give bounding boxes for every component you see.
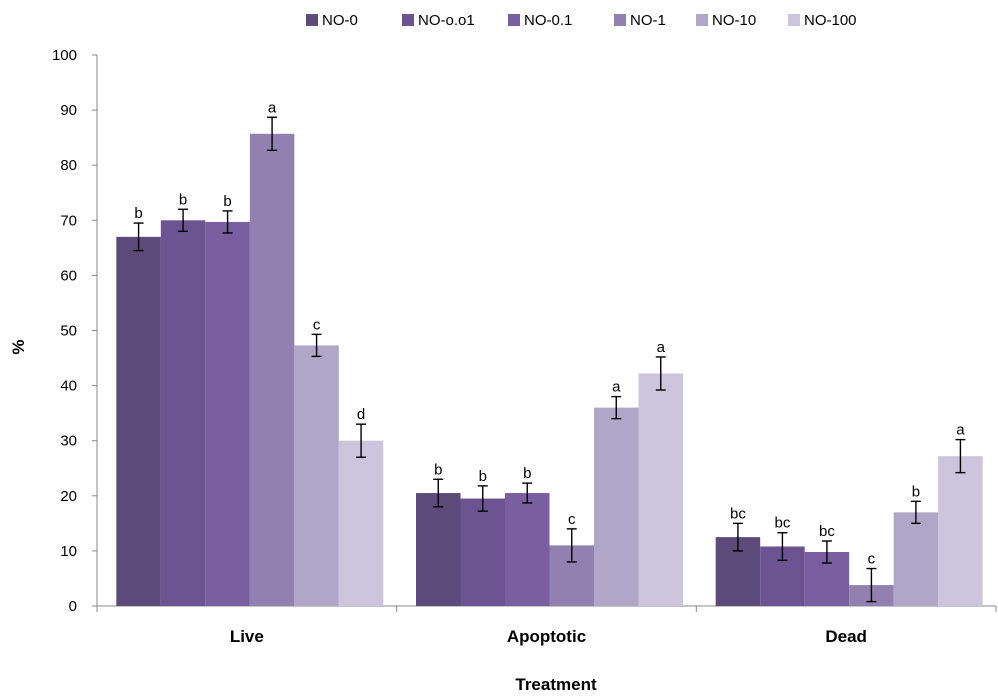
y-axis: 0 10 20 30 40 50 60 70 80 90 100 [52,47,98,615]
significance-label: a [612,379,621,396]
y-tick-label: 20 [60,488,77,505]
significance-label: bc [730,505,746,522]
y-tick-label: 50 [60,323,77,340]
y-tick-label: 10 [60,543,77,560]
legend-swatch [508,14,520,26]
y-tick-label: 80 [60,157,77,174]
significance-label: b [179,191,187,208]
legend-label: NO-10 [712,12,756,29]
y-axis-title: % [9,339,28,354]
y-tick-label: 30 [60,433,77,450]
bar [294,345,339,606]
legend-swatch [614,14,626,26]
legend-swatch [696,14,708,26]
category-label: Live [230,627,264,646]
significance-label: a [657,339,666,356]
bar [638,373,683,606]
y-tick-label: 100 [52,47,77,64]
legend-label: NO-0.1 [524,12,572,29]
legend: NO-0 NO-o.o1 NO-0.1 NO-1 NO-10 NO-100 [306,12,857,29]
legend-swatch [788,14,800,26]
bar [594,407,639,606]
significance-label: bc [819,523,835,540]
significance-label: d [357,406,365,423]
category-label: Dead [825,627,867,646]
legend-label: NO-o.o1 [418,12,475,29]
bar [416,493,461,606]
significance-label: b [434,461,442,478]
bar [505,493,550,606]
bar [116,236,161,606]
legend-label: NO-0 [322,12,358,29]
legend-label: NO-1 [630,12,666,29]
x-axis: Live Apoptotic Dead [96,605,997,646]
y-tick-label: 60 [60,267,77,284]
significance-label: b [912,483,920,500]
y-tick-label: 70 [60,212,77,229]
significance-label: a [268,99,277,116]
significance-label: bc [774,515,790,532]
significance-label: c [868,551,876,568]
bar [205,221,250,606]
significance-label: b [479,468,487,485]
bar [249,133,295,606]
y-tick-label: 90 [60,102,77,119]
y-tick-label: 0 [69,598,77,615]
y-tick-label: 40 [60,378,77,395]
category-label: Apoptotic [507,627,586,646]
x-axis-title: Treatment [515,675,597,694]
legend-label: NO-100 [804,12,857,29]
legend-swatch [306,14,318,26]
significance-label: b [523,465,531,482]
significance-label: a [956,422,965,439]
bar [460,498,505,606]
significance-label: b [223,193,231,210]
significance-label: c [313,316,321,333]
bar [338,440,384,606]
bar [938,456,983,606]
bar [893,512,939,606]
significance-label: b [134,205,142,222]
significance-label: c [568,511,576,528]
bar [160,220,206,607]
legend-swatch [402,14,414,26]
